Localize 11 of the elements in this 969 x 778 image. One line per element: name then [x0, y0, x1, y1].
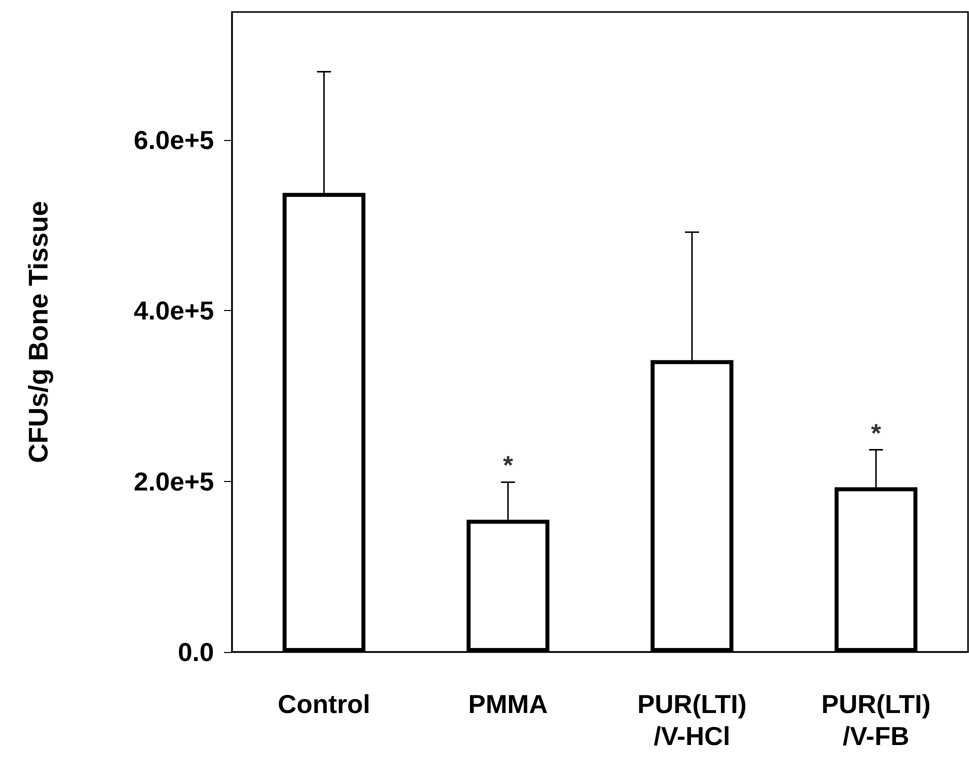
y-axis-title: CFUs/g Bone Tissue — [24, 200, 54, 464]
annotation: * — [870, 418, 882, 448]
x-tick-label: PUR(LTI) /V-HCl — [637, 689, 747, 751]
y-tick-label: 0.0 — [178, 637, 214, 667]
y-tick-label: 2.0e+5 — [134, 466, 214, 496]
y-tick-label: 4.0e+5 — [134, 296, 214, 326]
x-tick-label: Control — [278, 689, 370, 719]
x-tick-label: PUR(LTI) /V-FB — [821, 689, 931, 751]
y-tick-label: 6.0e+5 — [134, 125, 214, 155]
x-tick-label: PMMA — [468, 689, 548, 719]
annotation: * — [502, 450, 514, 480]
